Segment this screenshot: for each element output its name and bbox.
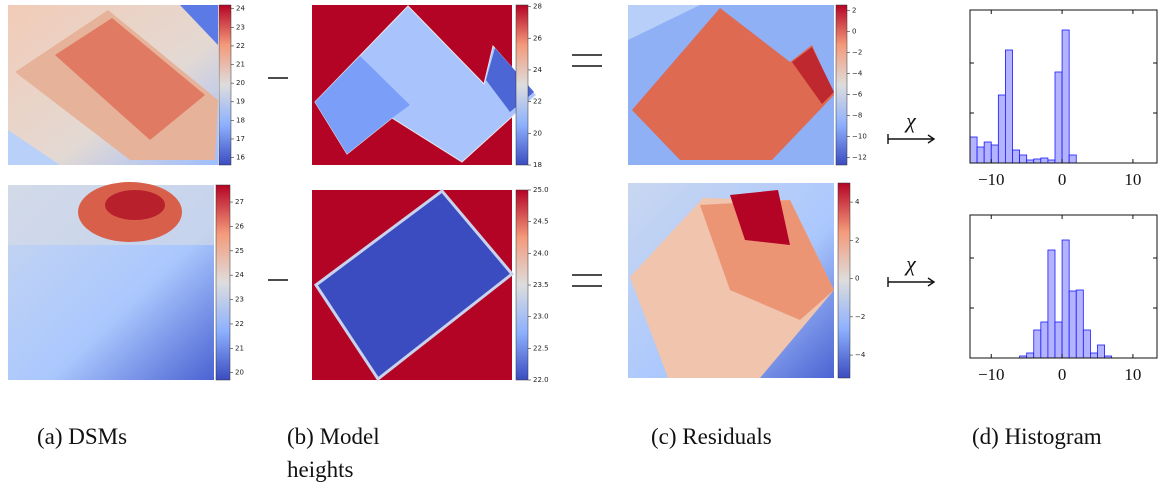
colorbar-tick-label: 24.0 [533, 249, 549, 257]
model-image [312, 188, 515, 382]
histogram-bar [990, 144, 999, 164]
colorbar-tick-label: 20 [235, 369, 244, 377]
residual-image [628, 5, 834, 165]
histogram-bar [1068, 154, 1077, 164]
model-image [312, 5, 537, 165]
histogram-bar [1097, 344, 1105, 359]
histogram-bar [1075, 289, 1084, 359]
histogram-bar [1026, 352, 1035, 359]
colorbar [215, 184, 231, 381]
histogram-bar [1033, 329, 1042, 359]
colorbar-tick-label: 16 [236, 154, 245, 162]
colorbar-tick-label: 22 [533, 98, 542, 106]
caption: (a) DSMs [37, 424, 128, 449]
histogram-bar [997, 94, 1006, 164]
colorbar-tick-label: 24.5 [533, 218, 549, 226]
colorbar-tick-label: 22 [236, 42, 245, 50]
colorbar-tick-label: 25 [235, 247, 244, 255]
colorbar-tick-label: 24 [235, 271, 244, 279]
x-tick-label: 0 [1058, 170, 1067, 189]
histogram-bar [983, 141, 992, 164]
x-tick-label: −10 [978, 365, 1005, 384]
colorbar-tick-label: 20 [533, 129, 542, 137]
colorbar-tick-label: −10 [852, 133, 867, 141]
colorbar-tick-label: 22 [235, 320, 244, 328]
axes-frame [969, 214, 1158, 359]
caption: (d) Histogram [972, 424, 1102, 449]
histogram-bar [1040, 157, 1049, 164]
x-tick-label: 10 [1124, 170, 1141, 189]
colorbar-tick-label: 25.0 [533, 186, 549, 194]
colorbar-tick-label: 22.0 [533, 376, 549, 384]
histogram-bar [1047, 249, 1056, 359]
colorbar-tick-label: 2 [852, 6, 856, 14]
histogram-bar [1005, 49, 1013, 164]
colorbar [837, 182, 851, 379]
histogram-bar [1061, 239, 1070, 359]
colorbar-tick-label: −2 [855, 313, 865, 321]
histogram-bar [1054, 321, 1063, 359]
colorbar-tick-label: 0 [855, 275, 859, 283]
colorbar-tick-label: 26 [533, 34, 542, 42]
colorbar [218, 4, 232, 166]
colorbar-tick-label: −4 [852, 69, 863, 77]
histogram-bar [1090, 352, 1098, 359]
colorbar-tick-label: −4 [855, 351, 866, 359]
caption: (b) Model heights [287, 424, 380, 482]
colorbar-tick-label: 19 [236, 98, 245, 106]
colorbar-tick-label: −8 [852, 112, 862, 120]
dsm-image [8, 5, 218, 165]
histogram-bar [969, 136, 978, 164]
colorbar-tick-label: 2 [855, 236, 859, 244]
colorbar-tick-label: 23.0 [533, 313, 549, 321]
dsm-image [8, 182, 214, 380]
colorbar-tick-label: 23 [236, 23, 245, 31]
colorbar-tick-label: 23 [235, 296, 244, 304]
map-symbol: χ [904, 251, 917, 276]
histogram-bar [1012, 149, 1020, 164]
histogram-bar [1082, 329, 1091, 359]
histogram-bar [976, 146, 985, 164]
x-tick-label: 0 [1058, 365, 1067, 384]
operators [268, 54, 936, 287]
colorbar-tick-label: 24 [533, 66, 542, 74]
histogram-bar [1054, 71, 1063, 164]
colorbar-tick-label: 18 [236, 116, 245, 124]
colorbar-tick-label: 21 [236, 61, 245, 69]
colorbar-tick-label: 22.5 [533, 344, 549, 352]
colorbar-tick-label: 27 [235, 198, 244, 206]
histogram-bar [1040, 321, 1049, 359]
colorbar-tick-label: 20 [236, 79, 245, 87]
histogram-bar [1019, 154, 1028, 164]
caption: (c) Residuals [651, 424, 772, 449]
axes-frame [969, 9, 1158, 164]
colorbar-tick-label: 4 [855, 198, 860, 206]
colorbar-tick-label: −2 [852, 48, 862, 56]
histogram-bar [1061, 29, 1070, 164]
colorbar-tick-label: 17 [236, 135, 245, 143]
residual-image [628, 183, 834, 378]
colorbar-tick-label: 24 [236, 5, 245, 13]
colorbar-tick-label: 28 [533, 3, 542, 11]
histogram-bar [1068, 290, 1077, 359]
colorbar [835, 4, 848, 166]
colorbar-tick-label: −12 [852, 154, 867, 162]
colorbar [515, 189, 529, 381]
histogram-bar [1033, 158, 1042, 164]
x-tick-label: −10 [978, 170, 1005, 189]
colorbar-tick-label: 0 [852, 27, 856, 35]
colorbar-tick-label: 26 [235, 222, 244, 230]
colorbar [515, 4, 529, 166]
colorbar-tick-label: 21 [235, 344, 244, 352]
x-tick-label: 10 [1124, 365, 1141, 384]
colorbar-tick-label: −6 [852, 90, 863, 98]
map-symbol: χ [904, 108, 917, 133]
colorbar-tick-label: 23.5 [533, 281, 549, 289]
colorbar-tick-label: 18 [533, 161, 542, 169]
